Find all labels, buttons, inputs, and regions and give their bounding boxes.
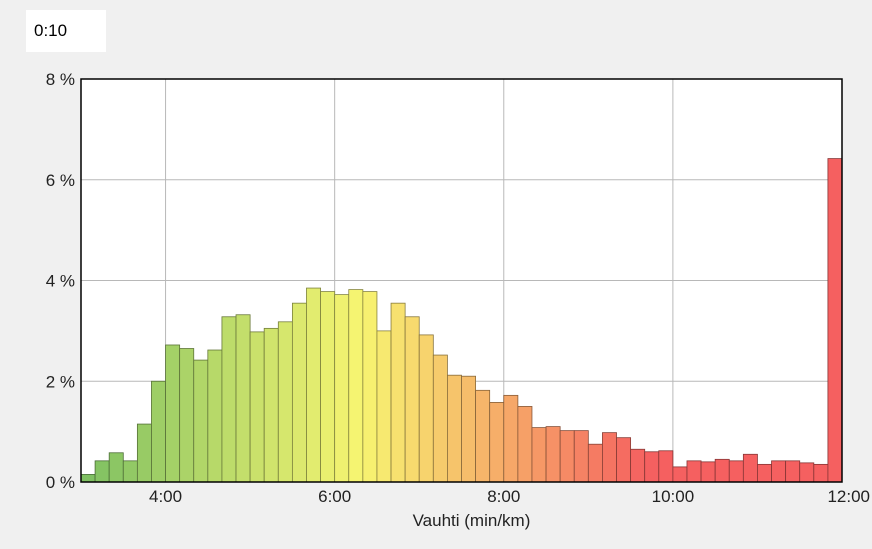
y-tick-label: 8 % [46, 70, 75, 89]
histogram-bar [461, 375, 476, 483]
histogram-bar [320, 291, 336, 483]
histogram-bar [122, 460, 138, 483]
histogram-bar [404, 316, 420, 483]
histogram-bar [813, 463, 829, 483]
histogram-bar [306, 287, 321, 483]
histogram-bar [602, 432, 617, 483]
y-tick-label: 2 % [46, 372, 75, 391]
histogram-bar [785, 460, 801, 483]
histogram-bar [179, 348, 195, 483]
histogram-bar [616, 437, 632, 483]
histogram-bar [362, 291, 378, 483]
x-tick-label: 10:00 [652, 487, 695, 506]
histogram-bar [94, 460, 110, 483]
histogram-bar [503, 394, 519, 483]
histogram-bar [151, 380, 166, 483]
histogram-bar [771, 460, 787, 483]
histogram-bar [827, 158, 843, 483]
histogram-bar [348, 289, 364, 483]
histogram-bar [376, 330, 392, 483]
histogram-bar [757, 463, 772, 483]
histogram-bar [644, 451, 660, 483]
histogram-bar [207, 349, 223, 483]
histogram-bar [80, 474, 96, 483]
histogram-bar [263, 327, 279, 483]
histogram-bar [390, 302, 406, 483]
x-tick-label: 6:00 [318, 487, 351, 506]
plot-frame [80, 78, 843, 483]
histogram-bar [165, 344, 181, 483]
histogram-bar [700, 461, 716, 483]
histogram-bar [489, 402, 505, 483]
histogram-bar [249, 331, 265, 483]
histogram-bar [291, 302, 307, 483]
histogram-bar [517, 406, 533, 483]
histogram-bar [221, 316, 237, 483]
histogram-bar [136, 423, 152, 483]
histogram-bar [545, 426, 561, 483]
x-tick-label: 8:00 [487, 487, 520, 506]
histogram-bar [630, 448, 646, 483]
x-tick-label: 12:00 [827, 487, 870, 506]
histogram-bar [235, 314, 251, 483]
histogram-bar [108, 452, 124, 483]
histogram-bar [418, 334, 434, 483]
y-tick-label: 6 % [46, 171, 75, 190]
x-axis-title: Vauhti (min/km) [413, 511, 531, 530]
histogram-bar [799, 462, 815, 483]
histogram-bar [193, 359, 209, 483]
histogram-bar [559, 430, 575, 483]
histogram-bar [277, 321, 293, 483]
histogram-bar [531, 427, 547, 483]
histogram-bar [334, 294, 350, 483]
histogram-bar [447, 374, 462, 483]
histogram-bar [475, 389, 491, 483]
time-display: 0:10 [26, 10, 106, 52]
x-tick-label: 4:00 [149, 487, 182, 506]
y-tick-label: 0 % [46, 473, 75, 492]
histogram-bar [587, 443, 603, 483]
histogram-bar [432, 354, 448, 483]
histogram-bar [742, 453, 758, 483]
histogram-bar [672, 466, 688, 483]
histogram-bar [658, 450, 674, 483]
histogram-bar [728, 460, 744, 483]
time-value: 0:10 [34, 21, 68, 40]
histogram-bar [573, 430, 589, 483]
histogram-bar [714, 458, 730, 483]
histogram-bar [686, 460, 702, 483]
y-tick-label: 4 % [46, 272, 75, 291]
